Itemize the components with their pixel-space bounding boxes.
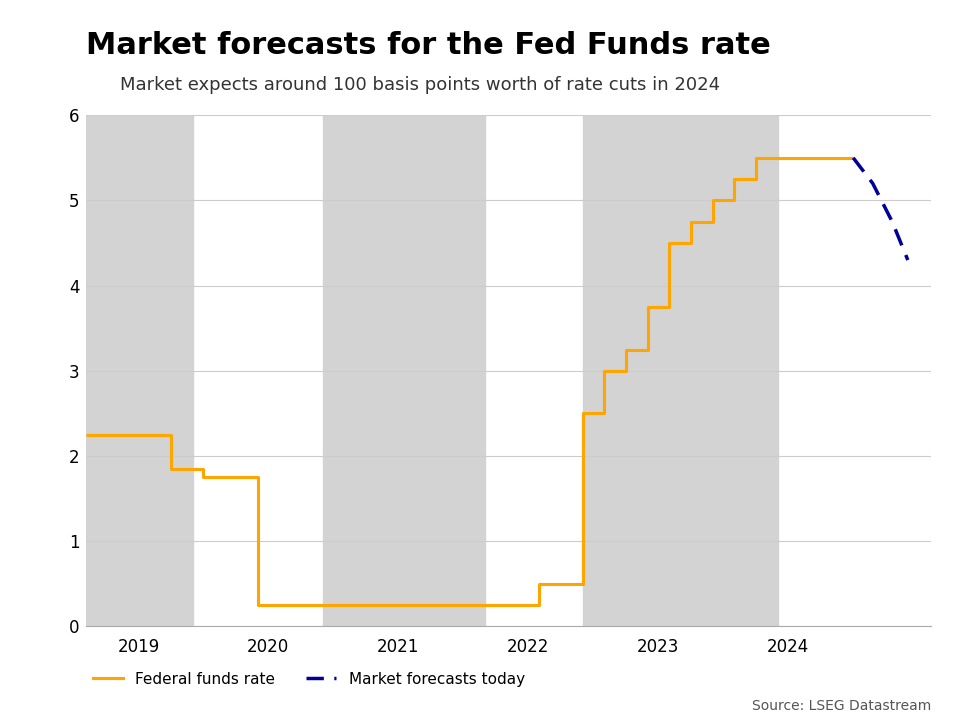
- Text: Market expects around 100 basis points worth of rate cuts in 2024: Market expects around 100 basis points w…: [120, 76, 720, 94]
- Legend: Federal funds rate, Market forecasts today: Federal funds rate, Market forecasts tod…: [86, 665, 531, 693]
- Bar: [583, 115, 778, 626]
- Text: Market forecasts for the Fed Funds rate: Market forecasts for the Fed Funds rate: [86, 31, 771, 60]
- Bar: [86, 115, 193, 626]
- Text: Source: LSEG Datastream: Source: LSEG Datastream: [752, 699, 931, 713]
- Bar: [323, 115, 486, 626]
